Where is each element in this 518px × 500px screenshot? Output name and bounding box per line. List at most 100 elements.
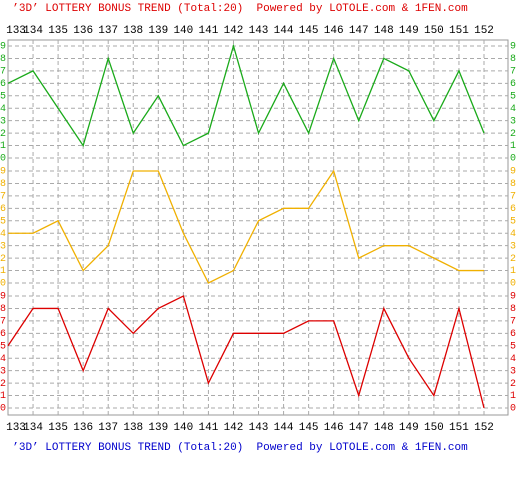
y-tick-label-right: 9 xyxy=(510,292,516,303)
y-tick-label-left: 0 xyxy=(0,404,6,415)
trend-line xyxy=(7,43,485,148)
y-tick-label-right: 5 xyxy=(510,91,516,102)
y-tick-label-right: 6 xyxy=(510,204,516,215)
x-tick-label-top: 138 xyxy=(123,25,143,37)
trend-line xyxy=(7,295,485,409)
y-tick-label-left: 1 xyxy=(0,391,6,402)
y-tick-label-left: 8 xyxy=(0,179,6,190)
x-tick-label-bottom: 147 xyxy=(349,422,369,434)
x-tick-label-top: 143 xyxy=(249,25,269,37)
y-tick-label-right: 8 xyxy=(510,54,516,65)
x-tick-label-bottom: 150 xyxy=(424,422,444,434)
y-tick-label-right: 1 xyxy=(510,141,516,152)
y-tick-label-left: 3 xyxy=(0,241,6,252)
y-tick-label-right: 0 xyxy=(510,279,516,290)
y-tick-label-right: 8 xyxy=(510,304,516,315)
y-tick-label-right: 2 xyxy=(510,254,516,265)
x-tick-label-bottom: 133 xyxy=(6,422,26,434)
y-tick-label-right: 3 xyxy=(510,241,516,252)
x-tick-label-bottom: 152 xyxy=(474,422,494,434)
y-tick-label-left: 3 xyxy=(0,116,6,127)
x-tick-label-top: 152 xyxy=(474,25,494,37)
x-tick-label-top: 134 xyxy=(23,25,43,37)
y-tick-label-right: 2 xyxy=(510,379,516,390)
y-tick-label-left: 2 xyxy=(0,379,6,390)
y-tick-label-left: 7 xyxy=(0,67,6,78)
x-tick-label-top: 142 xyxy=(224,25,244,37)
chart-footer-title: ’3D’ LOTTERY BONUS TREND (Total:20) Powe… xyxy=(12,442,468,454)
y-tick-label-left: 7 xyxy=(0,192,6,203)
y-tick-label-left: 0 xyxy=(0,154,6,165)
y-tick-label-left: 2 xyxy=(0,129,6,140)
y-tick-label-left: 5 xyxy=(0,216,6,227)
x-tick-label-bottom: 139 xyxy=(148,422,168,434)
y-tick-label-right: 9 xyxy=(510,42,516,53)
x-tick-label-top: 147 xyxy=(349,25,369,37)
y-tick-label-right: 6 xyxy=(510,329,516,340)
x-tick-label-top: 133 xyxy=(6,25,26,37)
y-tick-label-left: 0 xyxy=(0,279,6,290)
y-tick-label-right: 3 xyxy=(510,116,516,127)
y-tick-label-left: 6 xyxy=(0,204,6,215)
y-tick-label-left: 3 xyxy=(0,366,6,377)
x-tick-label-top: 150 xyxy=(424,25,444,37)
y-tick-label-right: 1 xyxy=(510,391,516,402)
x-tick-label-bottom: 148 xyxy=(374,422,394,434)
y-tick-label-right: 0 xyxy=(510,154,516,165)
y-tick-label-left: 5 xyxy=(0,341,6,352)
x-tick-label-top: 146 xyxy=(324,25,344,37)
x-tick-label-bottom: 145 xyxy=(299,422,319,434)
y-tick-label-right: 2 xyxy=(510,129,516,140)
y-tick-label-right: 9 xyxy=(510,167,516,178)
y-tick-label-left: 2 xyxy=(0,254,6,265)
y-tick-label-left: 5 xyxy=(0,91,6,102)
x-tick-label-bottom: 135 xyxy=(48,422,68,434)
x-tick-label-top: 139 xyxy=(148,25,168,37)
x-tick-label-bottom: 138 xyxy=(123,422,143,434)
y-tick-label-left: 9 xyxy=(0,42,6,53)
x-tick-label-bottom: 136 xyxy=(73,422,93,434)
x-tick-label-top: 137 xyxy=(98,25,118,37)
y-tick-label-left: 4 xyxy=(0,354,6,365)
x-tick-label-bottom: 149 xyxy=(399,422,419,434)
x-tick-label-top: 144 xyxy=(274,25,294,37)
y-tick-label-left: 8 xyxy=(0,54,6,65)
y-tick-label-right: 8 xyxy=(510,179,516,190)
y-tick-label-right: 1 xyxy=(510,266,516,277)
x-tick-label-bottom: 137 xyxy=(98,422,118,434)
x-tick-label-top: 140 xyxy=(173,25,193,37)
y-tick-label-right: 5 xyxy=(510,216,516,227)
x-tick-label-top: 145 xyxy=(299,25,319,37)
y-tick-label-left: 7 xyxy=(0,317,6,328)
y-tick-label-left: 9 xyxy=(0,292,6,303)
x-tick-label-top: 151 xyxy=(449,25,469,37)
y-tick-label-left: 4 xyxy=(0,229,6,240)
y-tick-label-right: 4 xyxy=(510,229,516,240)
x-tick-label-bottom: 144 xyxy=(274,422,294,434)
x-tick-label-top: 136 xyxy=(73,25,93,37)
plot-frame xyxy=(7,39,509,416)
x-tick-label-bottom: 143 xyxy=(249,422,269,434)
y-tick-label-left: 1 xyxy=(0,141,6,152)
x-tick-label-bottom: 151 xyxy=(449,422,469,434)
x-tick-label-top: 149 xyxy=(399,25,419,37)
y-tick-label-left: 1 xyxy=(0,266,6,277)
y-tick-label-right: 4 xyxy=(510,354,516,365)
y-tick-label-right: 3 xyxy=(510,366,516,377)
y-tick-label-left: 6 xyxy=(0,79,6,90)
y-tick-label-right: 0 xyxy=(510,404,516,415)
x-tick-label-bottom: 142 xyxy=(224,422,244,434)
x-tick-label-top: 141 xyxy=(199,25,219,37)
y-tick-label-left: 6 xyxy=(0,329,6,340)
trend-line xyxy=(8,169,484,284)
x-tick-label-bottom: 141 xyxy=(199,422,219,434)
y-tick-label-right: 7 xyxy=(510,67,516,78)
y-tick-label-right: 6 xyxy=(510,79,516,90)
y-tick-label-right: 7 xyxy=(510,192,516,203)
y-tick-label-left: 9 xyxy=(0,167,6,178)
y-tick-label-left: 4 xyxy=(0,104,6,115)
chart-title: ’3D’ LOTTERY BONUS TREND (Total:20) Powe… xyxy=(12,3,468,15)
x-tick-label-bottom: 146 xyxy=(324,422,344,434)
x-tick-label-bottom: 134 xyxy=(23,422,43,434)
